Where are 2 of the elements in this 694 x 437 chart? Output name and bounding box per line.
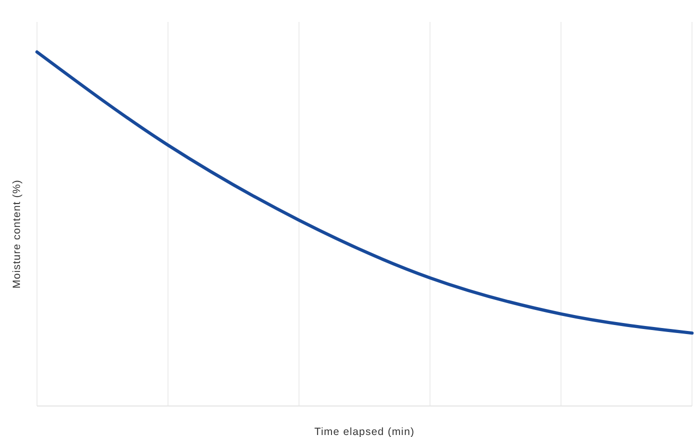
- x-axis-title: Time elapsed (min): [314, 426, 415, 437]
- y-axis-title: Moisture content (%): [11, 180, 23, 288]
